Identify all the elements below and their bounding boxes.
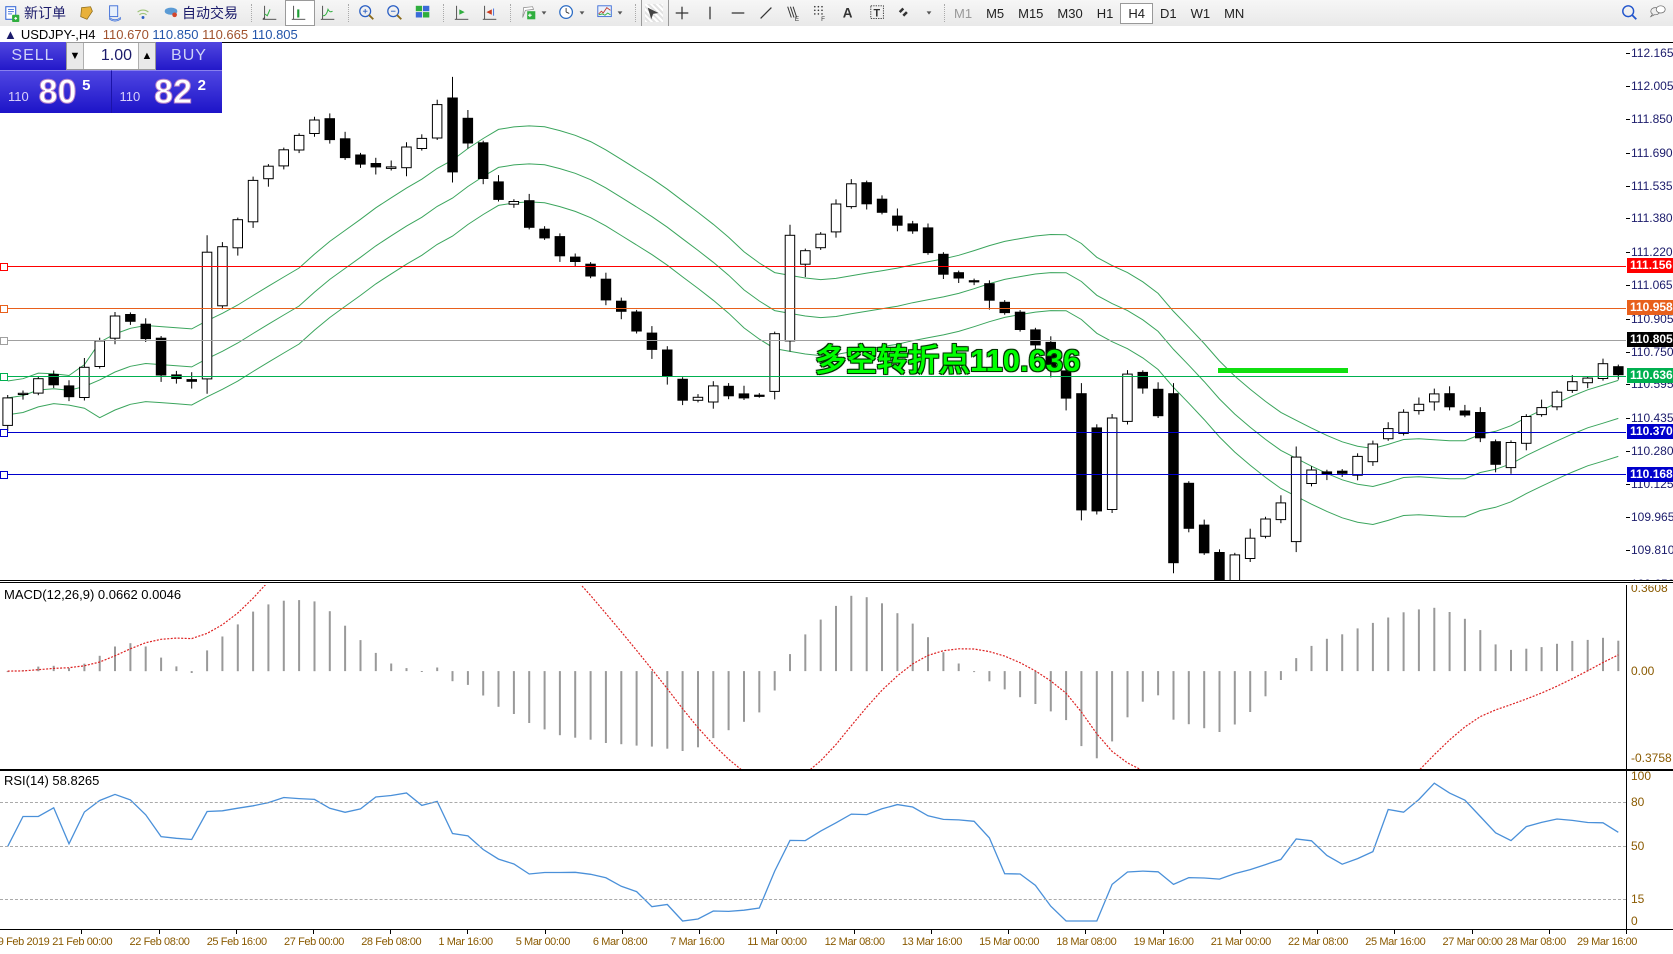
svg-text:T: T <box>874 8 881 20</box>
svg-text:F: F <box>821 16 825 22</box>
svg-text:A: A <box>843 6 853 21</box>
svg-text:E: E <box>795 16 799 22</box>
